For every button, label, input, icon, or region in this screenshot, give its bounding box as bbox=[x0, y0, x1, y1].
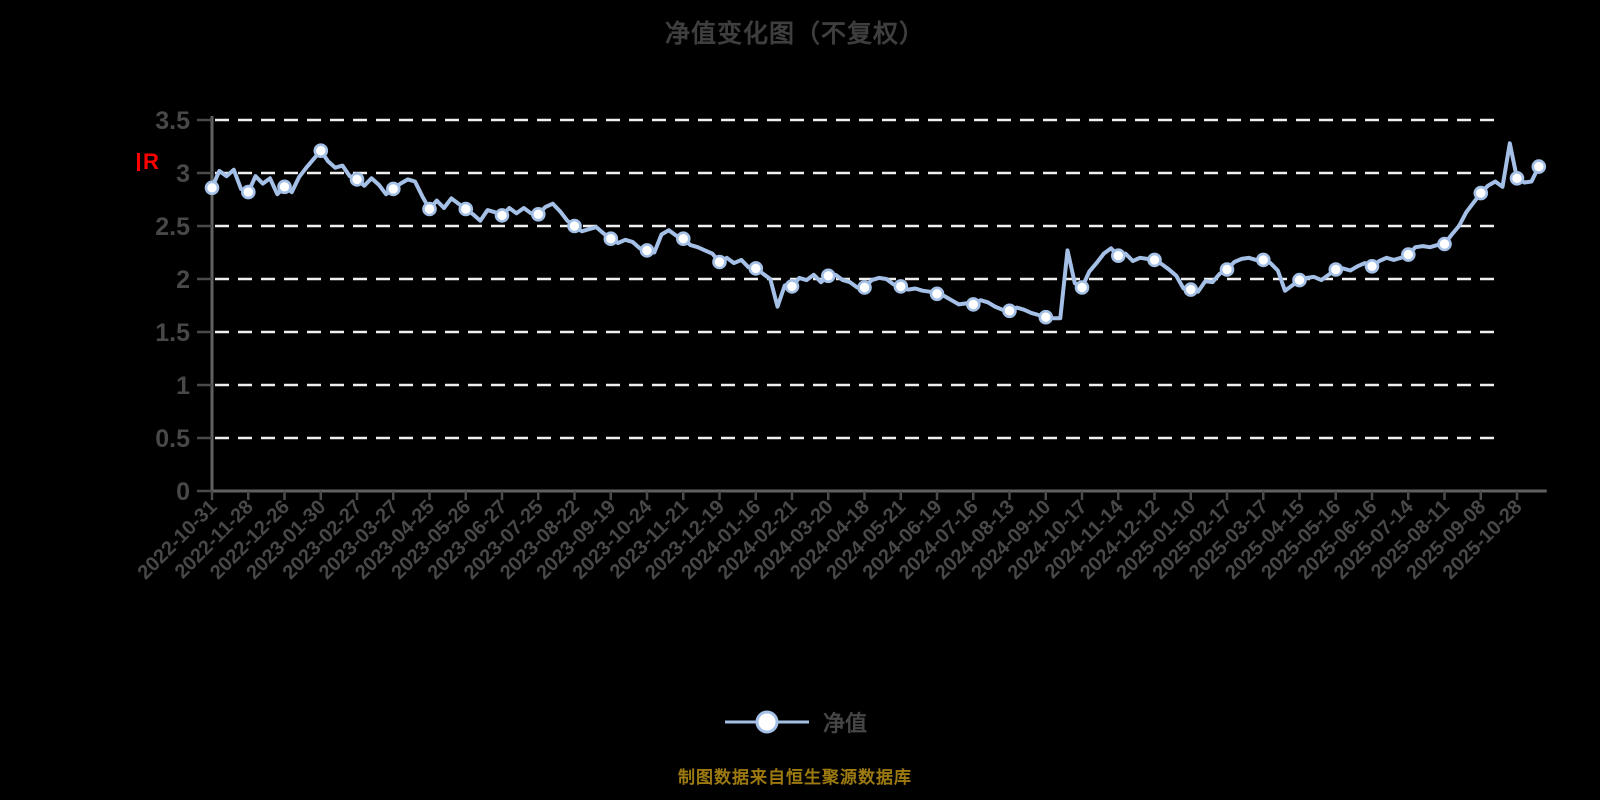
data-point-marker[interactable] bbox=[712, 254, 727, 270]
legend-label: 净值 bbox=[822, 711, 867, 736]
data-point-marker[interactable] bbox=[567, 218, 582, 234]
data-point-marker[interactable] bbox=[1531, 159, 1547, 174]
data-point-marker[interactable] bbox=[893, 279, 909, 294]
data-point-marker[interactable] bbox=[1219, 262, 1235, 277]
data-point-marker[interactable] bbox=[277, 179, 292, 195]
data-point-marker[interactable] bbox=[639, 243, 655, 258]
data-point-marker[interactable] bbox=[1256, 252, 1271, 268]
data-point-marker[interactable] bbox=[857, 280, 872, 295]
red-marker-icon: R bbox=[137, 151, 159, 173]
data-point-marker[interactable] bbox=[1292, 272, 1307, 288]
data-point-marker[interactable] bbox=[349, 172, 365, 187]
data-point-marker[interactable] bbox=[1328, 262, 1344, 277]
data-point-marker[interactable] bbox=[675, 231, 691, 246]
data-point-marker[interactable] bbox=[494, 208, 510, 223]
data-point-marker[interactable] bbox=[1364, 258, 1380, 274]
data-point-marker[interactable] bbox=[1074, 280, 1090, 295]
data-point-marker[interactable] bbox=[204, 180, 220, 196]
legend[interactable]: 净值 bbox=[0, 706, 1590, 738]
data-point-marker[interactable] bbox=[1038, 309, 1054, 325]
data-point-marker[interactable] bbox=[530, 207, 546, 222]
data-point-marker[interactable] bbox=[1002, 303, 1017, 319]
y-axis-label: 0.5 bbox=[155, 425, 190, 453]
data-point-marker[interactable] bbox=[784, 279, 800, 294]
red-bar-icon bbox=[137, 153, 140, 171]
y-axis-label: 0 bbox=[176, 478, 190, 506]
y-axis-label: 1 bbox=[176, 372, 190, 400]
data-point-marker[interactable] bbox=[1401, 247, 1416, 262]
data-point-marker[interactable] bbox=[458, 201, 474, 217]
data-point-marker[interactable] bbox=[422, 201, 437, 217]
data-point-marker[interactable] bbox=[929, 286, 945, 302]
red-marker-letter: R bbox=[143, 149, 159, 174]
data-point-marker[interactable] bbox=[1111, 248, 1126, 263]
y-axis-label: 2 bbox=[176, 266, 190, 294]
data-point-marker[interactable] bbox=[820, 268, 836, 284]
data-point-marker[interactable] bbox=[385, 181, 401, 197]
data-point-marker[interactable] bbox=[1509, 171, 1525, 186]
data-point-marker[interactable] bbox=[1473, 185, 1489, 201]
source-note: 制图数据来自恒生聚源数据库 bbox=[678, 768, 912, 787]
data-point-marker[interactable] bbox=[313, 143, 329, 158]
legend-line-marker-icon bbox=[724, 710, 809, 734]
data-point-marker[interactable] bbox=[1437, 236, 1452, 252]
y-axis-label: 2.5 bbox=[155, 213, 190, 241]
data-point-marker[interactable] bbox=[748, 261, 764, 276]
data-point-marker[interactable] bbox=[241, 184, 256, 200]
y-axis-label: 3.5 bbox=[155, 107, 190, 135]
nav-line bbox=[210, 141, 1541, 321]
y-axis-label: 1.5 bbox=[155, 319, 190, 347]
nav-line-chart: 3.532.521.510.502022-10-312022-11-282022… bbox=[134, 107, 1547, 584]
y-axis-label: 3 bbox=[176, 160, 190, 188]
chart-title: 净值变化图（不复权） bbox=[664, 20, 925, 48]
data-point-marker[interactable] bbox=[965, 297, 981, 312]
data-point-marker[interactable] bbox=[603, 231, 619, 246]
data-point-marker[interactable] bbox=[1183, 282, 1199, 297]
data-point-marker[interactable] bbox=[1147, 252, 1162, 268]
